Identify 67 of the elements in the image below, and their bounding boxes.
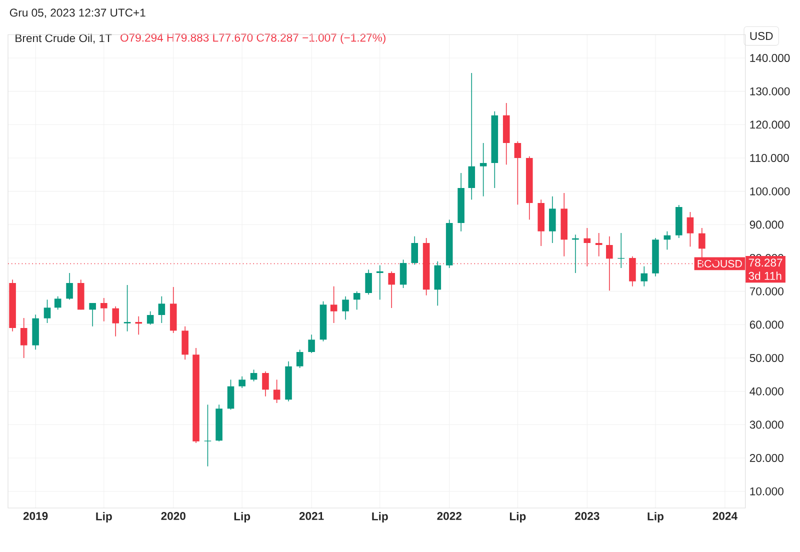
x-tick-label: 2020 <box>161 512 186 520</box>
text: 3d 11h <box>748 272 782 280</box>
y-tick-label: 140.000 <box>750 54 790 62</box>
x-tick-label: 2024 <box>712 512 738 520</box>
candlestick <box>250 369 258 382</box>
candlestick <box>411 236 418 266</box>
ref-line-label: BCOUSD <box>698 260 742 268</box>
candlestick <box>353 290 360 310</box>
candlestick <box>89 302 96 327</box>
candlestick <box>112 306 119 337</box>
chart-title: Brent Crude Oil, 1T <box>16 34 112 44</box>
candlestick <box>376 264 384 300</box>
y-tick-label: 90.000 <box>750 220 784 229</box>
y-tick-label: 30.000 <box>750 420 784 429</box>
candlestick <box>182 326 188 360</box>
x-tick-label: 2023 <box>574 512 600 520</box>
candlestick <box>158 296 166 324</box>
candlestick <box>262 370 269 397</box>
candlestick <box>146 310 154 326</box>
x-tick-label: Lip <box>648 512 664 523</box>
candlestick <box>227 379 234 410</box>
x-tick-label: Lip <box>510 512 526 523</box>
candlestick <box>686 212 694 248</box>
candlestick <box>400 259 407 288</box>
y-tick-label: 120.000 <box>750 120 790 129</box>
candlestick <box>204 404 212 467</box>
candlestick <box>514 140 522 206</box>
candlestick <box>308 334 315 354</box>
candlestick <box>54 296 62 310</box>
candlestick <box>595 232 602 257</box>
y-tick-label: 110.000 <box>750 154 789 162</box>
candlestick <box>480 142 487 197</box>
candlestick <box>273 379 280 404</box>
candlestick <box>606 236 613 292</box>
text: 78.287 <box>748 258 782 267</box>
x-tick-label: Lip <box>234 512 250 523</box>
candlestick <box>640 266 648 287</box>
y-tick-label: 70.000 <box>750 287 784 296</box>
candlestick <box>296 349 304 368</box>
y-tick-label: 10.000 <box>750 487 784 496</box>
x-tick-label: 2019 <box>23 512 48 520</box>
candlestick <box>342 296 349 320</box>
candlestick <box>124 284 131 332</box>
candlestick <box>100 298 108 322</box>
y-tick-label: 60.000 <box>750 320 784 329</box>
x-tick-label: Lip <box>372 512 388 523</box>
x-tick-label: Lip <box>96 512 112 523</box>
x-tick-label: 2021 <box>299 512 324 520</box>
chart-subtitle: O79.294 H79.883 L77.670 C78.287 −1.007 (−1.27%) <box>120 33 386 44</box>
y-tick-label: 100.000 <box>750 187 790 196</box>
candlestick <box>44 299 51 324</box>
candlestick <box>388 270 395 308</box>
candlestick <box>330 286 338 324</box>
y-tick-label: 20.000 <box>750 454 784 462</box>
candlestick <box>468 72 476 200</box>
y-tick-label: 40.000 <box>750 387 784 396</box>
candlestick <box>66 272 73 300</box>
candlestick <box>549 196 556 244</box>
y-tick-label: 130.000 <box>750 87 790 96</box>
candlestick <box>365 269 372 296</box>
y-tick-label: 50.000 <box>750 354 784 362</box>
candlestick <box>135 316 142 336</box>
candlestick <box>238 376 246 388</box>
y-axis-title: USD <box>750 32 773 40</box>
candlestick <box>20 318 28 358</box>
text: Gru 05, 2023 12:37 UTC+1 <box>10 8 146 18</box>
x-tick-label: 2022 <box>437 512 462 520</box>
